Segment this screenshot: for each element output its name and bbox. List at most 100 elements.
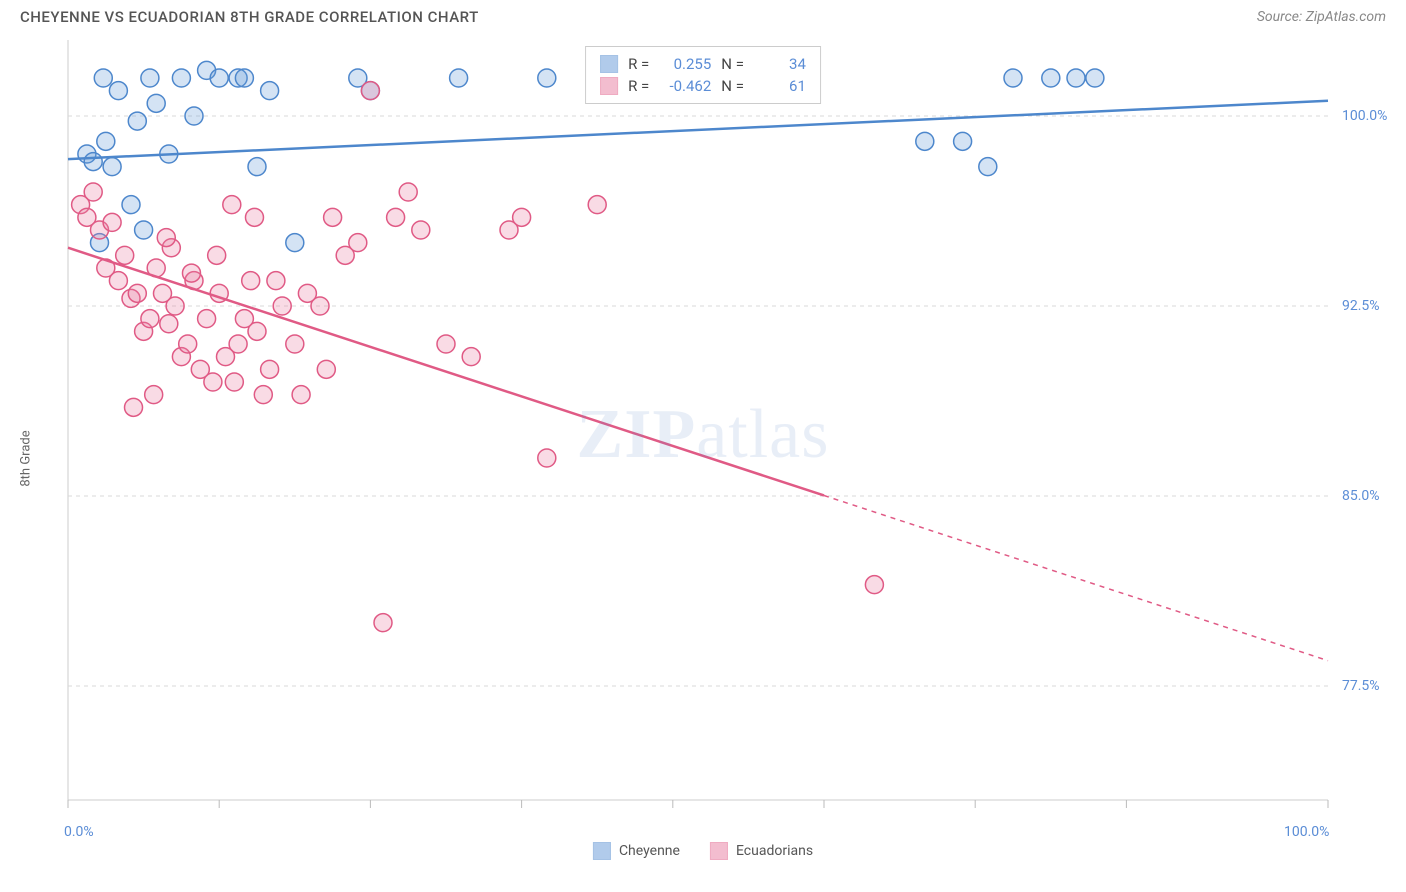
data-point: [204, 373, 222, 391]
r-label: R =: [628, 77, 649, 95]
legend-item: Ecuadorians: [710, 842, 813, 860]
data-point: [865, 576, 883, 594]
data-point: [538, 449, 556, 467]
data-point: [349, 234, 367, 252]
x-axis-max-label: 100.0%: [1284, 824, 1329, 840]
data-point: [84, 183, 102, 201]
trend-line-dashed: [824, 495, 1328, 660]
n-value: 34: [754, 55, 806, 73]
data-point: [223, 196, 241, 214]
legend-label: Ecuadorians: [736, 843, 813, 859]
legend-swatch: [600, 77, 618, 95]
data-point: [245, 208, 263, 226]
data-point: [412, 221, 430, 239]
legend-swatch: [710, 842, 728, 860]
data-point: [182, 264, 200, 282]
scatter-chart: [20, 40, 1386, 860]
y-tick-label: 85.0%: [1342, 488, 1380, 504]
data-point: [399, 183, 417, 201]
data-point: [103, 213, 121, 231]
data-point: [916, 132, 934, 150]
data-point: [273, 297, 291, 315]
data-point: [179, 335, 197, 353]
data-point: [979, 158, 997, 176]
y-tick-label: 100.0%: [1342, 108, 1387, 124]
data-point: [261, 360, 279, 378]
data-point: [242, 272, 260, 290]
data-point: [125, 398, 143, 416]
data-point: [97, 132, 115, 150]
data-point: [954, 132, 972, 150]
data-point: [229, 335, 247, 353]
data-point: [1004, 69, 1022, 87]
stats-legend-row: R = 0.255 N = 34: [600, 53, 806, 75]
data-point: [235, 69, 253, 87]
n-label: N =: [721, 55, 744, 73]
data-point: [145, 386, 163, 404]
data-point: [387, 208, 405, 226]
header: CHEYENNE VS ECUADORIAN 8TH GRADE CORRELA…: [0, 0, 1406, 30]
data-point: [84, 153, 102, 171]
trend-line: [68, 248, 824, 496]
legend-swatch: [600, 55, 618, 73]
data-point: [116, 246, 134, 264]
chart-container: 8th Grade ZIPatlas R =0.255N =34R =-0.46…: [20, 40, 1386, 862]
data-point: [437, 335, 455, 353]
data-point: [109, 272, 127, 290]
y-tick-label: 77.5%: [1342, 678, 1380, 694]
r-value: -0.462: [659, 77, 711, 95]
n-label: N =: [721, 77, 744, 95]
legend-item: Cheyenne: [593, 842, 680, 860]
data-point: [450, 69, 468, 87]
data-point: [141, 310, 159, 328]
data-point: [311, 297, 329, 315]
x-axis-min-label: 0.0%: [64, 824, 94, 840]
data-point: [94, 69, 112, 87]
legend-swatch: [593, 842, 611, 860]
data-point: [538, 69, 556, 87]
data-point: [317, 360, 335, 378]
data-point: [147, 94, 165, 112]
chart-title: CHEYENNE VS ECUADORIAN 8TH GRADE CORRELA…: [20, 8, 479, 26]
data-point: [1042, 69, 1060, 87]
data-point: [198, 310, 216, 328]
data-point: [185, 107, 203, 125]
trend-line: [68, 101, 1328, 159]
series-legend: Cheyenne Ecuadorians: [593, 842, 813, 860]
data-point: [172, 69, 190, 87]
source-attribution: Source: ZipAtlas.com: [1257, 9, 1386, 25]
data-point: [248, 158, 266, 176]
r-value: 0.255: [659, 55, 711, 73]
data-point: [141, 69, 159, 87]
data-point: [374, 614, 392, 632]
data-point: [286, 335, 304, 353]
y-tick-label: 92.5%: [1342, 298, 1380, 314]
data-point: [210, 69, 228, 87]
data-point: [286, 234, 304, 252]
data-point: [1067, 69, 1085, 87]
data-point: [261, 82, 279, 100]
data-point: [588, 196, 606, 214]
y-axis-label: 8th Grade: [19, 430, 34, 486]
data-point: [513, 208, 531, 226]
data-point: [128, 112, 146, 130]
data-point: [248, 322, 266, 340]
data-point: [208, 246, 226, 264]
data-point: [1086, 69, 1104, 87]
data-point: [157, 229, 175, 247]
data-point: [122, 196, 140, 214]
legend-label: Cheyenne: [619, 843, 680, 859]
data-point: [361, 82, 379, 100]
data-point: [292, 386, 310, 404]
data-point: [135, 221, 153, 239]
n-value: 61: [754, 77, 806, 95]
data-point: [166, 297, 184, 315]
stats-legend: R = 0.255 N = 34 R = -0.462 N = 61: [585, 46, 821, 104]
r-label: R =: [628, 55, 649, 73]
data-point: [225, 373, 243, 391]
data-point: [160, 315, 178, 333]
data-point: [109, 82, 127, 100]
data-point: [103, 158, 121, 176]
data-point: [128, 284, 146, 302]
data-point: [462, 348, 480, 366]
